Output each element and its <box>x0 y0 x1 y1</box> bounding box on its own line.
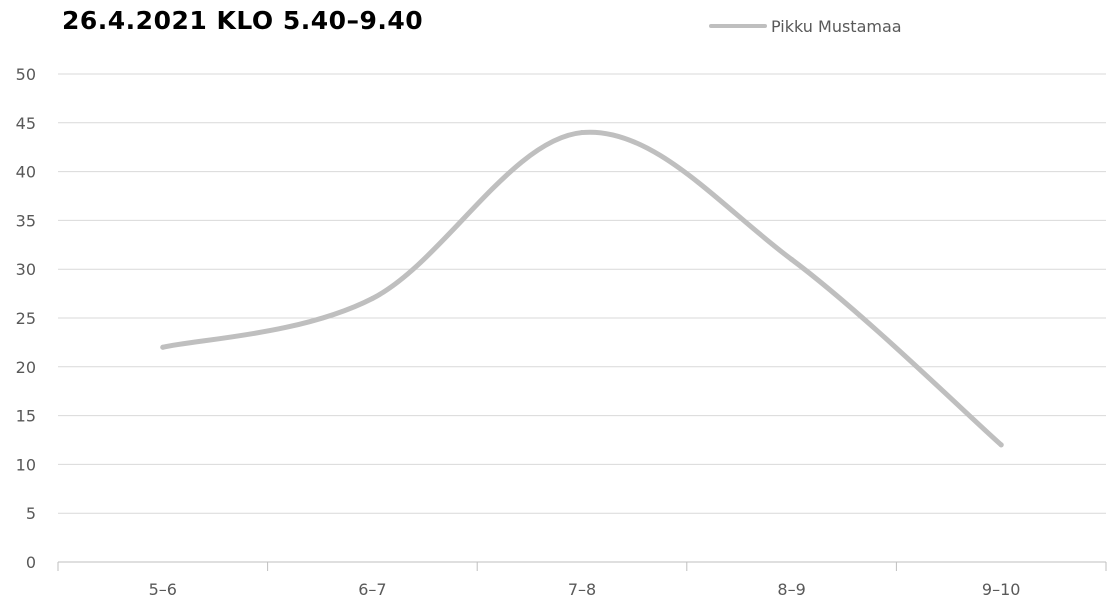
y-tick-label: 35 <box>16 211 36 230</box>
legend-swatch <box>709 24 767 28</box>
y-tick-label: 5 <box>26 504 36 523</box>
y-tick-label: 30 <box>16 260 36 279</box>
y-tick-label: 50 <box>16 65 36 84</box>
data-point <box>579 130 585 136</box>
series-layer <box>160 129 1004 448</box>
x-tick-label: 6–7 <box>358 580 386 599</box>
x-axis: 5–6 6–7 7–8 8–9 9–10 <box>57 562 1107 599</box>
legend-label: Pikku Mustamaa <box>771 16 902 36</box>
data-point <box>789 256 795 262</box>
y-tick-label: 45 <box>16 114 36 133</box>
data-point <box>369 295 375 301</box>
y-tick-label: 0 <box>26 553 36 572</box>
y-tick-label: 10 <box>16 455 36 474</box>
y-tick-label: 25 <box>16 309 36 328</box>
gridlines <box>58 73 1106 563</box>
x-tick-label: 8–9 <box>777 580 805 599</box>
series-line <box>160 129 1004 448</box>
y-tick-label: 40 <box>16 163 36 182</box>
y-tick-label: 15 <box>16 407 36 426</box>
data-point <box>160 344 166 350</box>
legend: Pikku Mustamaa <box>709 15 902 37</box>
chart-title: 26.4.2021 KLO 5.40–9.40 <box>62 6 424 35</box>
y-tick-label: 20 <box>16 358 36 377</box>
x-tick-label: 5–6 <box>149 580 177 599</box>
x-tick-label: 9–10 <box>982 580 1021 599</box>
x-tick-label: 7–8 <box>568 580 596 599</box>
y-axis: 0 5 10 15 20 25 30 35 40 45 50 <box>16 65 36 572</box>
data-point <box>998 442 1004 448</box>
